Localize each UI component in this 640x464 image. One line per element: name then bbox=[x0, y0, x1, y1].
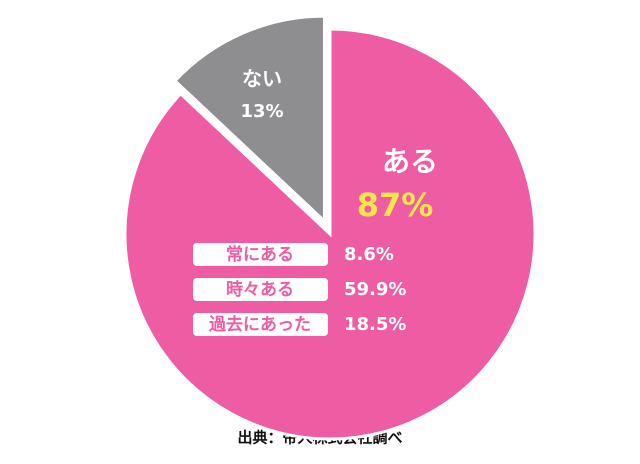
breakdown-value: 8.6% bbox=[344, 244, 394, 265]
breakdown-value: 59.9% bbox=[344, 279, 406, 300]
breakdown-box bbox=[193, 313, 328, 336]
slice-value-label: 13% bbox=[240, 101, 283, 122]
breakdown-value: 18.5% bbox=[344, 314, 406, 335]
slice-label: ない bbox=[242, 67, 282, 91]
breakdown-label: 常にある bbox=[226, 244, 294, 265]
slice-value-label: 87% bbox=[357, 186, 434, 224]
slice-label: ある bbox=[382, 145, 438, 178]
breakdown-label: 過去にあった bbox=[209, 314, 311, 335]
breakdown-label: 時々ある bbox=[226, 279, 294, 300]
breakdown-box bbox=[193, 278, 328, 301]
breakdown-box bbox=[193, 243, 328, 266]
pie-slice bbox=[123, 27, 537, 441]
pie-slice bbox=[172, 14, 326, 225]
